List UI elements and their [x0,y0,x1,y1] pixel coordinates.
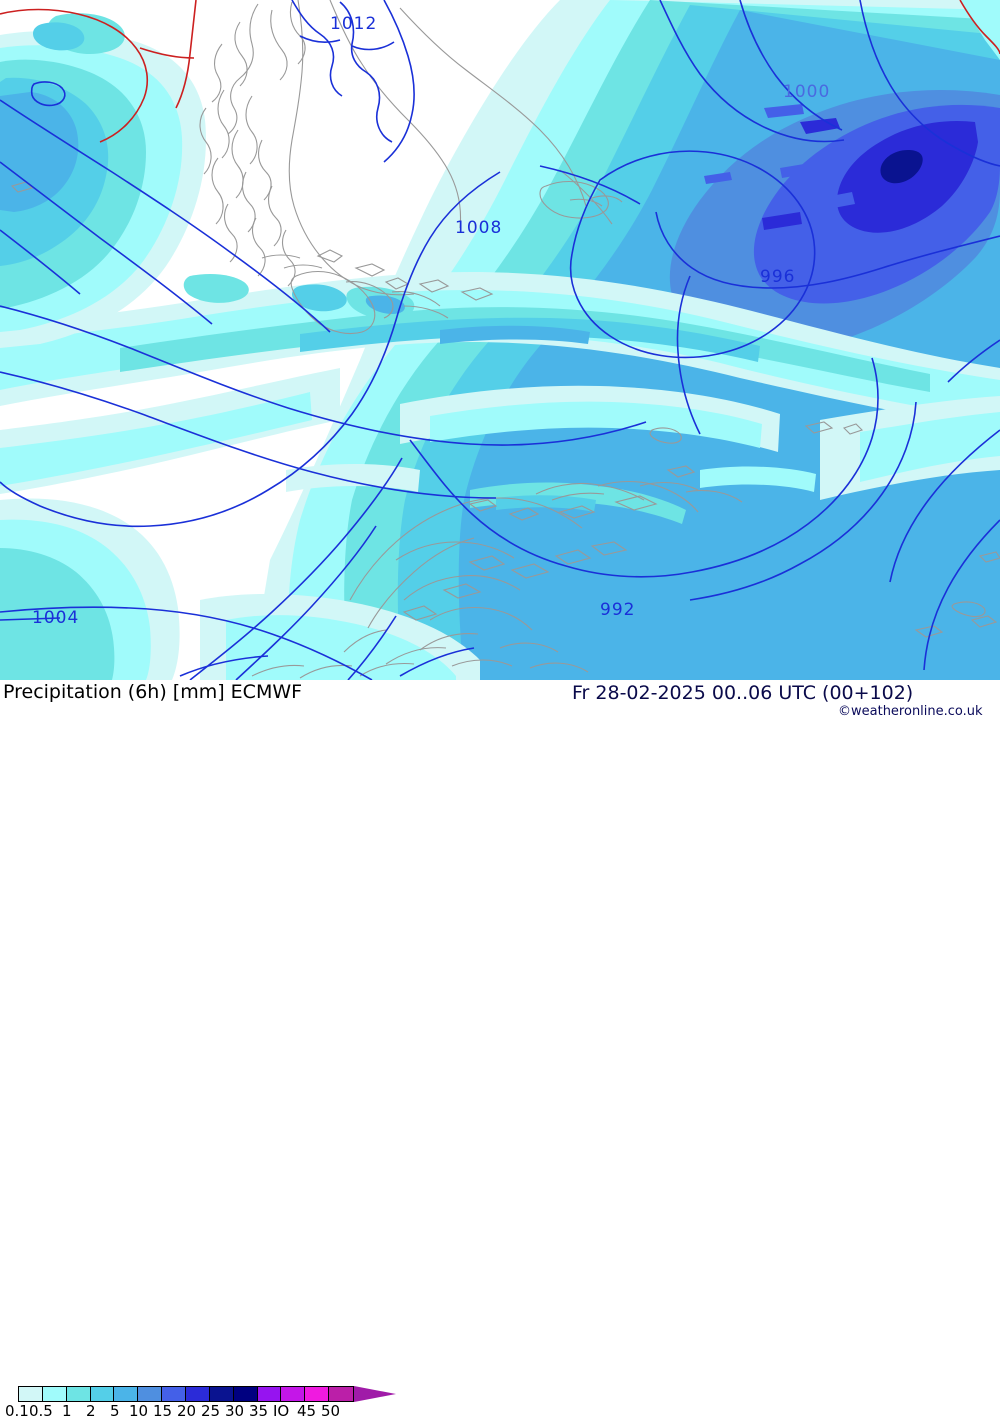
colorbar-tick-20: 20 [177,1402,197,1420]
precip-streak-b [764,104,804,118]
colorbar-swatch-50 [329,1387,354,1401]
colorbar-tick-40: IO [273,1402,290,1420]
colorbar-swatch-20 [186,1387,210,1401]
precipitation-field [0,0,1000,680]
map-panel[interactable]: 1012 1008 1000 996 1004 992 [0,0,1000,680]
precip-streak-d [762,212,802,230]
colorbar-swatch-0.1 [19,1387,43,1401]
colorbar-swatch-0.5 [42,1387,67,1401]
colorbar-swatch-30 [233,1387,258,1401]
colorbar-tick-15: 15 [153,1402,173,1420]
colorbar-swatch-1 [66,1387,91,1401]
precip-streak-f [704,172,732,184]
precip-core-25-ne [880,150,923,184]
valid-timestamp: Fr 28-02-2025 00..06 UTC (00+102) [572,682,914,704]
precip-streak-e [810,192,855,212]
precip-peninsula-0.5 [430,401,762,448]
colorbar-swatch-40 [281,1387,306,1401]
colorbar-tick-2: 2 [86,1402,96,1420]
precip-cell-small-8 [700,466,816,492]
colorbar-tick-30: 30 [225,1402,245,1420]
precip-streak-a [800,118,840,134]
precip-cell-small-6 [32,22,85,51]
colorbar-tick-1: 1 [62,1402,72,1420]
precip-streak-c [780,162,818,178]
colorbar-tick-5: 5 [110,1402,120,1420]
precip-sw-0.5 [0,392,312,486]
precip-drake-0.5 [0,290,1000,420]
precip-cell-small-7 [286,464,420,492]
precip-swcorner-1 [0,548,115,680]
colorbar-tick-50: 50 [321,1402,341,1420]
precip-cell-small-4 [365,295,405,314]
colorbar-swatch-15 [162,1387,187,1401]
colorbar-swatch-2 [90,1387,115,1401]
colorbar-overflow-arrow [354,1386,396,1402]
colorbar-tick-labels: 0.1 0.5 1 2 5 10 15 20 25 30 35 IO 45 50 [0,1402,560,1422]
isobars-high [0,0,1000,143]
map-canvas[interactable] [0,0,1000,680]
precip-drake-2 [300,317,760,362]
colorbar-tick-10: 10 [129,1402,149,1420]
product-title: Precipitation (6h) [mm] ECMWF [3,681,303,703]
precip-west-core-5 [0,92,79,212]
footer-panel: Precipitation (6h) [mm] ECMWF Fr 28-02-2… [0,680,1000,1420]
precipitation-colorbar[interactable] [18,1386,354,1402]
precip-drake-core [440,325,590,344]
colorbar-tick-45: 45 [297,1402,317,1420]
precip-peninsula-1 [470,482,686,524]
colorbar-tick-25: 25 [201,1402,221,1420]
precip-cell-small-2 [292,284,347,312]
precip-eastmid-0.5 [860,412,1000,482]
colorbar-swatch-35 [257,1387,282,1401]
copyright-credit: ©weatheronline.co.uk [838,704,983,719]
precip-drake-1 [120,307,930,392]
colorbar-swatch-5 [114,1387,139,1401]
colorbar-tick-35: 35 [249,1402,269,1420]
precip-cell-small-1 [183,274,249,303]
isobars-low [0,0,1000,680]
colorbar-tick-0.1: 0.1 [5,1402,29,1420]
colorbar-swatch-25 [209,1387,234,1401]
colorbar-tick-0.5: 0.5 [29,1402,53,1420]
coastlines [10,0,1000,679]
colorbar-swatch-10 [138,1387,163,1401]
colorbar-swatch-45 [305,1387,330,1401]
